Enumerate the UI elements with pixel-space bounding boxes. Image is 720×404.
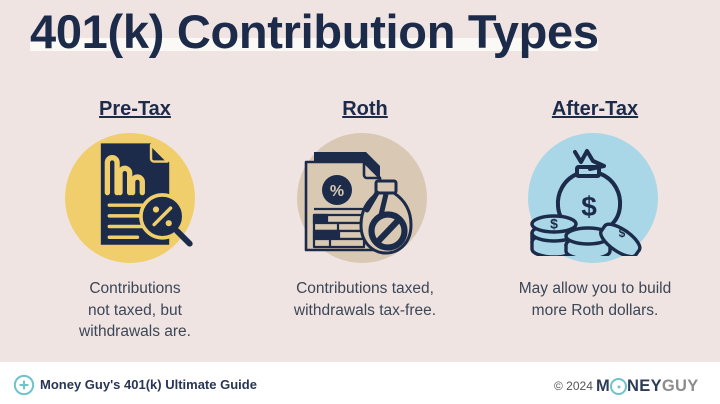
svg-text:$: $ [619,226,626,240]
svg-text:$: $ [550,216,558,232]
svg-text:%: % [330,183,344,200]
svg-text:$: $ [581,191,597,222]
